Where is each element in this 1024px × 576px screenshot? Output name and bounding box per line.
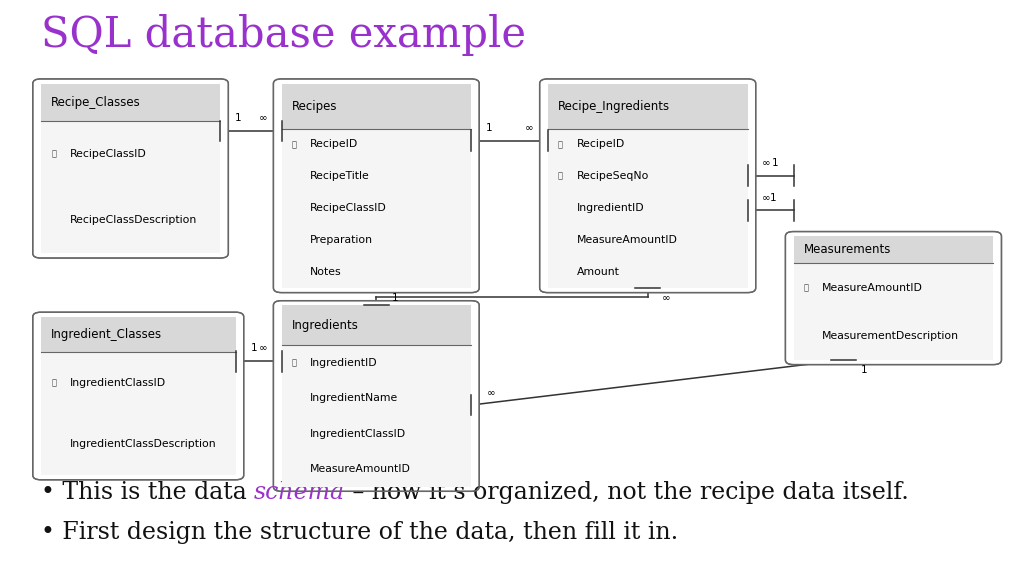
Bar bbox=[41, 121, 220, 253]
Text: ⚿: ⚿ bbox=[804, 283, 809, 292]
Text: IngredientClassID: IngredientClassID bbox=[70, 377, 166, 388]
Text: RecipeClassID: RecipeClassID bbox=[70, 149, 146, 159]
Text: ∞: ∞ bbox=[525, 123, 534, 133]
Text: ∞: ∞ bbox=[662, 293, 671, 304]
Bar bbox=[282, 128, 471, 288]
Text: • First design the structure of the data, then fill it in.: • First design the structure of the data… bbox=[41, 521, 678, 544]
Text: RecipeClassID: RecipeClassID bbox=[310, 203, 387, 213]
Text: IngredientID: IngredientID bbox=[310, 358, 378, 368]
Text: RecipeID: RecipeID bbox=[577, 139, 625, 149]
Bar bbox=[548, 84, 748, 128]
Text: ∞: ∞ bbox=[259, 113, 267, 123]
Text: MeasurementDescription: MeasurementDescription bbox=[822, 331, 959, 341]
Text: IngredientClassDescription: IngredientClassDescription bbox=[70, 439, 216, 449]
Bar bbox=[794, 236, 993, 263]
Text: Ingredient_Classes: Ingredient_Classes bbox=[51, 328, 163, 341]
Text: IngredientName: IngredientName bbox=[310, 393, 398, 403]
FancyBboxPatch shape bbox=[33, 312, 244, 480]
Text: ⚿: ⚿ bbox=[51, 378, 56, 387]
Text: MeasureAmountID: MeasureAmountID bbox=[310, 464, 412, 474]
Bar bbox=[41, 84, 220, 121]
Bar bbox=[41, 351, 236, 475]
Text: ∞: ∞ bbox=[259, 343, 267, 354]
Text: IngredientClassID: IngredientClassID bbox=[310, 429, 407, 439]
Bar bbox=[282, 84, 471, 128]
Text: • This is the data: • This is the data bbox=[41, 481, 254, 504]
Text: 1: 1 bbox=[772, 158, 778, 168]
Text: ⚿: ⚿ bbox=[292, 358, 297, 367]
Bar bbox=[548, 128, 748, 288]
Text: RecipeSeqNo: RecipeSeqNo bbox=[577, 171, 649, 181]
Text: IngredientID: IngredientID bbox=[577, 203, 644, 213]
Text: 1: 1 bbox=[236, 113, 242, 123]
Text: 1: 1 bbox=[861, 365, 867, 376]
FancyBboxPatch shape bbox=[785, 232, 1001, 365]
Text: Notes: Notes bbox=[310, 267, 342, 277]
Text: RecipeID: RecipeID bbox=[310, 139, 358, 149]
Text: 1: 1 bbox=[486, 123, 493, 133]
FancyBboxPatch shape bbox=[33, 79, 228, 258]
FancyBboxPatch shape bbox=[273, 79, 479, 293]
Text: RecipeClassDescription: RecipeClassDescription bbox=[70, 215, 197, 225]
Text: Ingredients: Ingredients bbox=[292, 319, 358, 332]
FancyBboxPatch shape bbox=[540, 79, 756, 293]
Text: Recipes: Recipes bbox=[292, 100, 337, 112]
Text: RecipeTitle: RecipeTitle bbox=[310, 171, 370, 181]
Text: Measurements: Measurements bbox=[804, 243, 891, 256]
Text: ⚿: ⚿ bbox=[51, 150, 56, 158]
Text: Preparation: Preparation bbox=[310, 235, 374, 245]
Text: Recipe_Ingredients: Recipe_Ingredients bbox=[558, 100, 670, 112]
Text: Amount: Amount bbox=[577, 267, 620, 277]
Text: 1: 1 bbox=[391, 293, 398, 304]
Text: 1: 1 bbox=[770, 192, 776, 203]
FancyBboxPatch shape bbox=[273, 301, 479, 491]
Bar bbox=[41, 317, 236, 351]
Bar bbox=[282, 345, 471, 487]
Bar bbox=[794, 263, 993, 360]
Text: schema: schema bbox=[254, 481, 345, 504]
Text: ∞: ∞ bbox=[762, 192, 770, 203]
Text: Recipe_Classes: Recipe_Classes bbox=[51, 96, 141, 109]
Text: ⚿: ⚿ bbox=[558, 140, 563, 149]
Text: 1: 1 bbox=[251, 343, 257, 354]
Text: – how it’s organized, not the recipe data itself.: – how it’s organized, not the recipe dat… bbox=[345, 481, 909, 504]
Text: ∞: ∞ bbox=[762, 158, 770, 168]
Text: MeasureAmountID: MeasureAmountID bbox=[822, 283, 924, 293]
Text: ⚿: ⚿ bbox=[558, 172, 563, 181]
Text: MeasureAmountID: MeasureAmountID bbox=[577, 235, 678, 245]
Bar bbox=[282, 305, 471, 345]
Text: SQL database example: SQL database example bbox=[41, 14, 526, 56]
Text: ∞: ∞ bbox=[487, 389, 496, 399]
Text: ⚿: ⚿ bbox=[292, 140, 297, 149]
